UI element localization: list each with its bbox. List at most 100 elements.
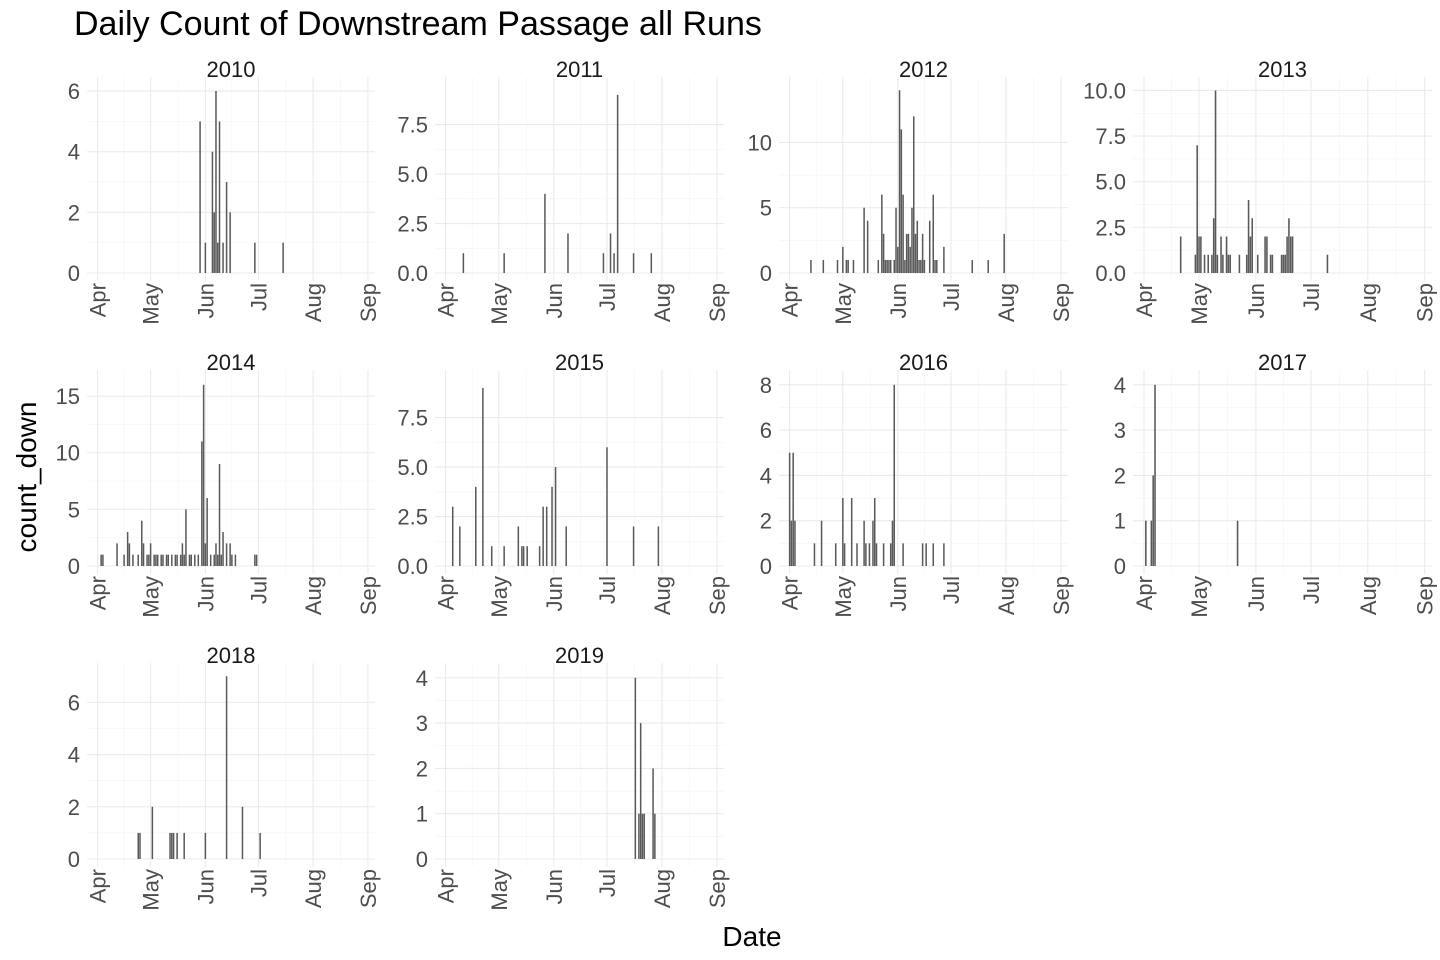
bar bbox=[650, 253, 653, 273]
bar bbox=[194, 554, 196, 566]
bar bbox=[843, 543, 846, 566]
bar bbox=[895, 207, 897, 273]
bar bbox=[875, 543, 878, 566]
bar bbox=[1229, 254, 1232, 273]
bar bbox=[634, 677, 637, 859]
y-tick-label: 5 bbox=[68, 497, 80, 522]
bar bbox=[921, 543, 924, 566]
bar bbox=[1203, 254, 1206, 273]
bar bbox=[254, 554, 256, 566]
bar bbox=[836, 259, 839, 273]
bar bbox=[188, 554, 191, 566]
x-tick-label: Aug bbox=[994, 576, 1019, 615]
x-tick-label: Jul bbox=[1299, 283, 1324, 311]
facet-strip-label: 2012 bbox=[899, 57, 948, 82]
bar bbox=[654, 813, 656, 859]
bar bbox=[632, 526, 635, 566]
bar bbox=[204, 242, 207, 273]
bar bbox=[613, 253, 615, 273]
bar bbox=[925, 543, 927, 566]
bar bbox=[174, 554, 177, 566]
bar bbox=[199, 121, 201, 273]
bar bbox=[893, 259, 895, 273]
y-tick-label: 2.5 bbox=[397, 505, 428, 530]
y-tick-label: 2 bbox=[760, 509, 772, 534]
bar bbox=[822, 259, 825, 273]
facet-panel-2017: 2017 0 1 2 3 4 Apr May Jun Jul Aug Sep bbox=[1114, 350, 1438, 618]
x-tick-label: Jun bbox=[1244, 576, 1269, 611]
bar bbox=[1222, 254, 1224, 273]
bar bbox=[856, 543, 858, 566]
bar bbox=[451, 506, 454, 566]
bar bbox=[918, 259, 920, 273]
x-tick-label: May bbox=[831, 576, 856, 618]
x-tick-label: Aug bbox=[650, 576, 675, 615]
x-tick-label: May bbox=[831, 283, 856, 325]
bar bbox=[813, 543, 816, 566]
x-tick-label: Aug bbox=[1356, 576, 1381, 615]
y-tick-label: 0 bbox=[68, 554, 80, 579]
bar bbox=[845, 259, 848, 273]
bar bbox=[889, 543, 892, 566]
bar bbox=[1238, 254, 1241, 273]
bar bbox=[881, 194, 883, 273]
bar bbox=[459, 526, 461, 566]
x-tick-label: Jun bbox=[193, 869, 218, 904]
bar bbox=[565, 526, 567, 566]
x-tick-label: Sep bbox=[1049, 576, 1074, 615]
x-tick-label: Aug bbox=[301, 869, 326, 908]
bar bbox=[202, 384, 205, 566]
bar bbox=[916, 220, 919, 273]
bar bbox=[1227, 254, 1230, 273]
y-tick-label: 0.0 bbox=[397, 554, 428, 579]
bar bbox=[185, 509, 187, 566]
bar bbox=[657, 526, 660, 566]
x-tick-label: Sep bbox=[356, 576, 381, 615]
bar bbox=[834, 543, 837, 566]
bar bbox=[641, 813, 644, 859]
x-tick-label: Apr bbox=[86, 283, 111, 317]
facet-strip-label: 2013 bbox=[1258, 57, 1307, 82]
bar bbox=[863, 520, 865, 566]
y-tick-label: 3 bbox=[416, 711, 428, 736]
bar bbox=[132, 554, 134, 566]
y-tick-label: 6 bbox=[68, 79, 80, 104]
x-tick-label: Aug bbox=[650, 869, 675, 908]
bar bbox=[1145, 520, 1147, 566]
bar bbox=[1271, 254, 1274, 273]
bar bbox=[148, 554, 150, 566]
bar bbox=[231, 554, 233, 566]
bar bbox=[882, 543, 885, 566]
bar bbox=[517, 526, 520, 566]
x-tick-label: May bbox=[139, 869, 164, 911]
bar bbox=[1289, 236, 1292, 273]
bar bbox=[928, 220, 931, 273]
x-tick-label: Jun bbox=[542, 869, 567, 904]
bar bbox=[1003, 233, 1005, 273]
x-tick-label: Jun bbox=[886, 283, 911, 318]
x-tick-label: Jul bbox=[246, 283, 271, 311]
y-tick-label: 15 bbox=[56, 384, 80, 409]
bar bbox=[936, 259, 938, 273]
bar bbox=[172, 832, 175, 859]
bar bbox=[616, 94, 619, 273]
bar bbox=[209, 554, 212, 566]
x-tick-label: Sep bbox=[1049, 283, 1074, 322]
y-tick-label: 6 bbox=[760, 418, 772, 443]
y-tick-label: 4 bbox=[1114, 373, 1126, 398]
bar bbox=[891, 520, 894, 566]
x-tick-label: Apr bbox=[434, 576, 459, 610]
facet-strip-label: 2018 bbox=[207, 643, 256, 668]
bar bbox=[462, 253, 465, 273]
bar bbox=[909, 246, 911, 273]
bar bbox=[1236, 520, 1239, 566]
bar bbox=[149, 543, 152, 566]
bar bbox=[602, 253, 605, 273]
x-tick-label: Sep bbox=[1413, 576, 1438, 615]
bar bbox=[1326, 254, 1329, 273]
y-tick-label: 3 bbox=[1114, 418, 1126, 443]
y-tick-label: 0 bbox=[416, 847, 428, 872]
bar bbox=[852, 259, 855, 273]
bar bbox=[842, 498, 844, 566]
